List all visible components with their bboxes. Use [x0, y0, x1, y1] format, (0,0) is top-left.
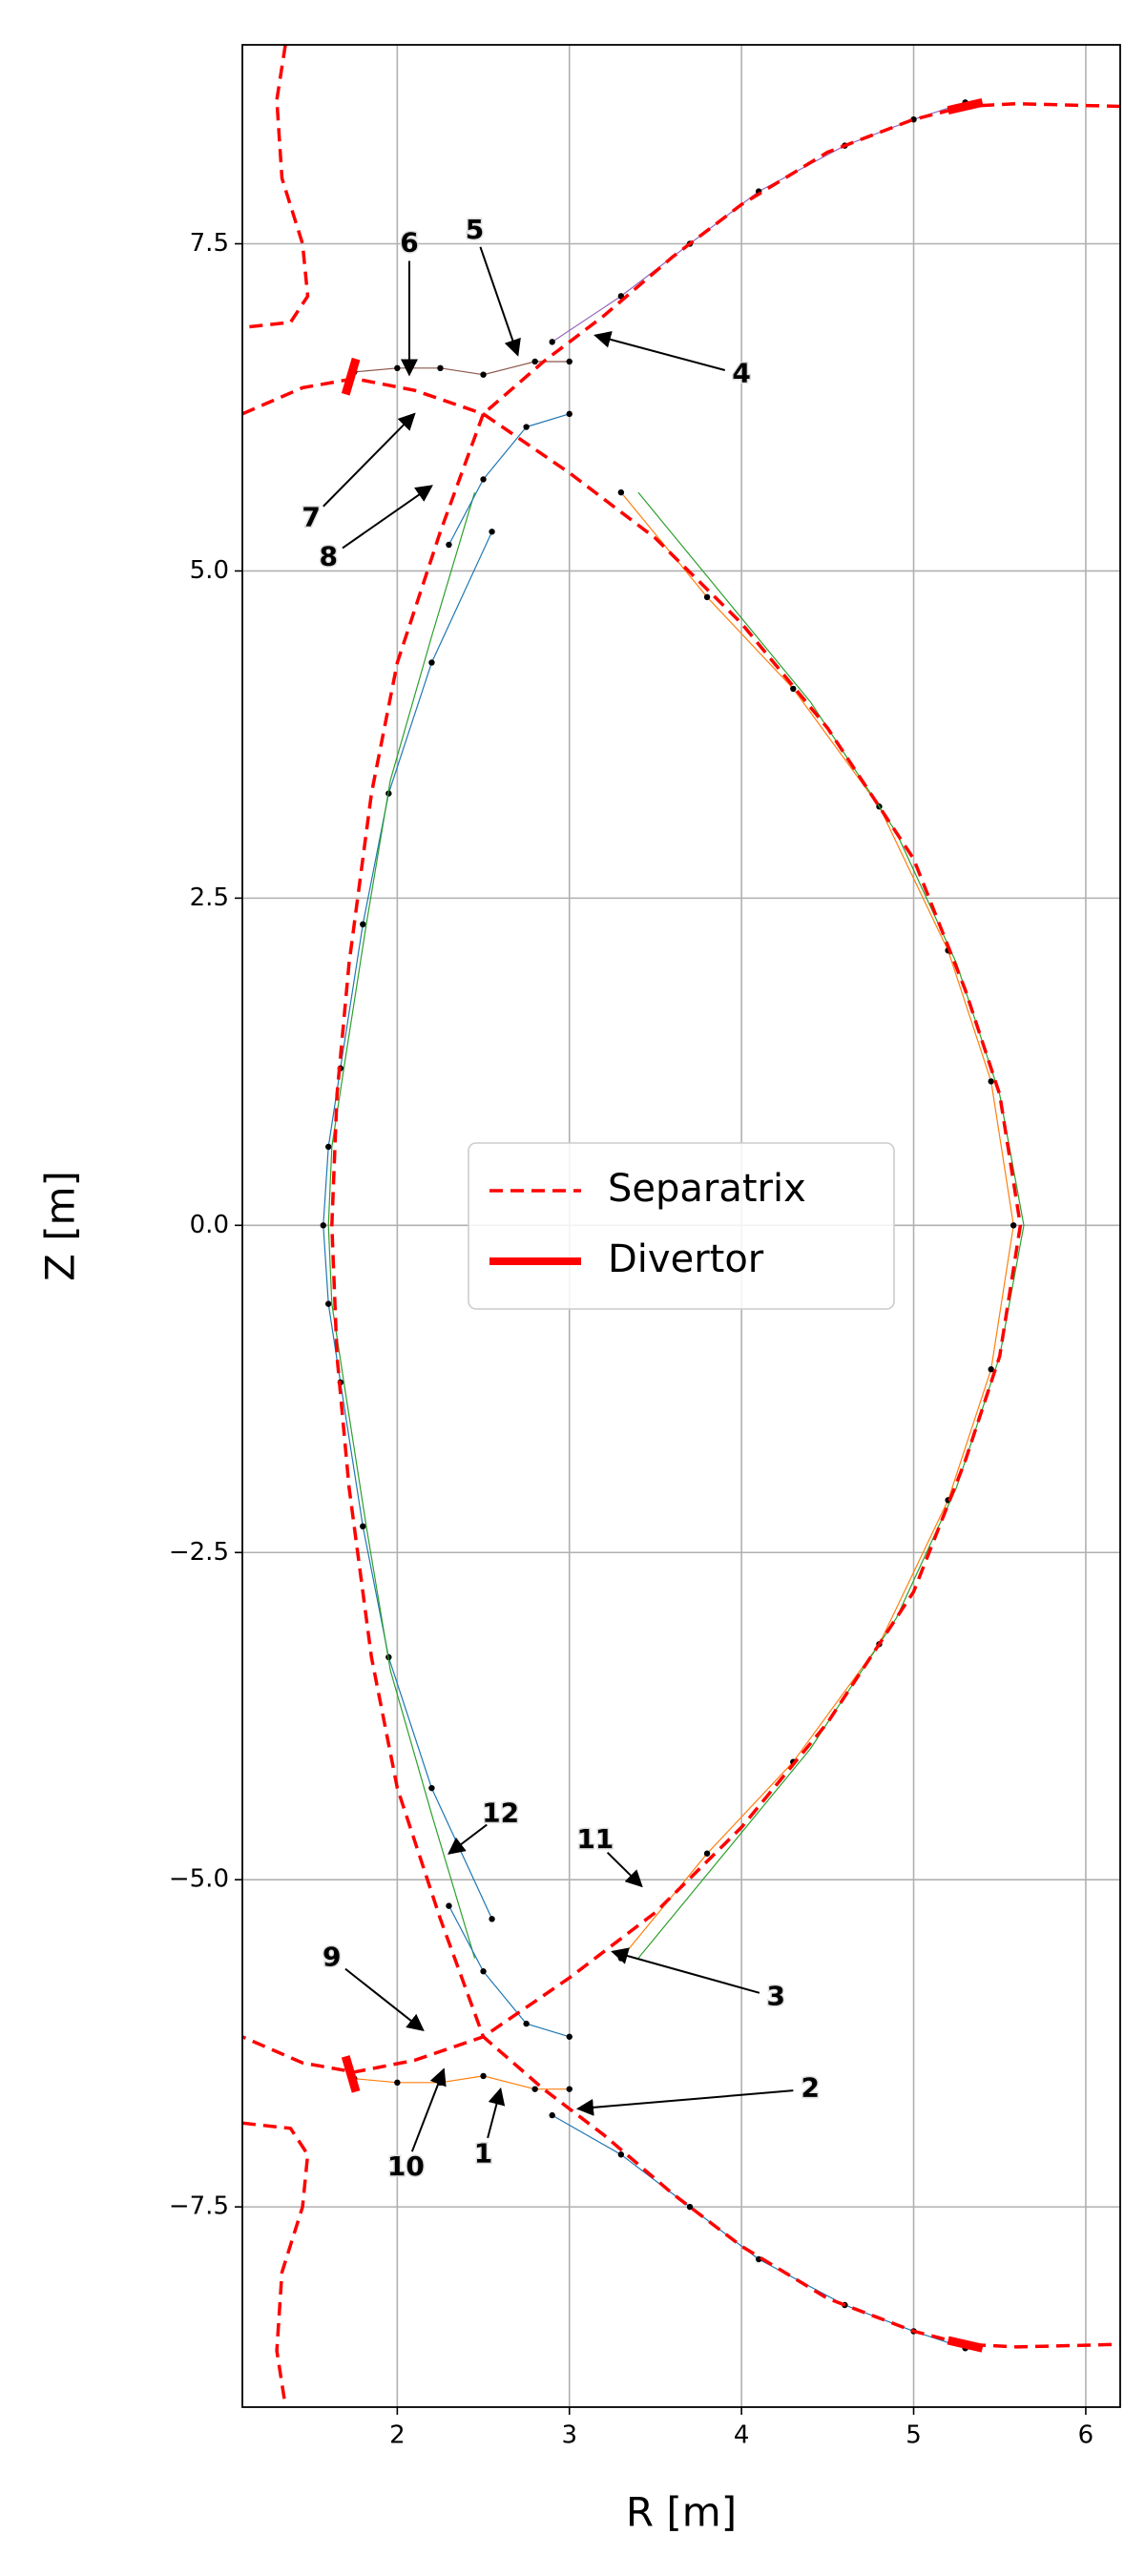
grid-point: [446, 1902, 452, 1909]
grid-point: [988, 1078, 994, 1085]
grid-point: [523, 2020, 530, 2027]
y-axis-label: Z [m]: [37, 1171, 84, 1281]
annotation-arrow: [410, 2067, 447, 2152]
grid-point: [755, 2255, 762, 2263]
grid-point: [394, 364, 401, 372]
annotation-label: 2: [802, 2072, 820, 2104]
legend-label: Divertor: [608, 1237, 764, 1281]
grid-point: [324, 1300, 332, 1307]
annotation-label: 6: [400, 227, 418, 259]
grid-point: [617, 2151, 625, 2158]
annotation-arrow: [593, 331, 726, 371]
grid-point: [686, 2203, 694, 2211]
annotation-label: 11: [576, 1823, 614, 1855]
grid-point: [394, 2079, 401, 2087]
grid-point: [489, 1916, 495, 1922]
grid-point: [360, 1523, 366, 1530]
y-tick-label: 7.5: [190, 229, 229, 258]
x-tick-label: 2: [389, 2421, 406, 2450]
y-tick-label: −5.0: [169, 1865, 229, 1894]
annotation-arrow: [487, 2087, 506, 2139]
x-tick-label: 4: [734, 2421, 750, 2450]
grid-point: [531, 2086, 538, 2092]
grid-point: [617, 1955, 625, 1962]
grid-point: [566, 2033, 572, 2040]
grid-point: [480, 476, 487, 483]
annotation-arrow: [342, 485, 433, 550]
grid-point: [617, 488, 625, 496]
annotation-label: 8: [319, 541, 337, 572]
grid-point: [480, 1968, 487, 1975]
grid-point: [446, 541, 452, 549]
grid-point: [320, 1222, 326, 1229]
annotation-arrow: [448, 1823, 488, 1855]
grid-point: [437, 364, 444, 372]
series-line: [341, 98, 984, 2353]
flux-line: [448, 413, 570, 546]
annotation-label: 4: [732, 358, 750, 389]
annotation-arrow: [344, 1967, 425, 2032]
grid-point: [1010, 1222, 1017, 1229]
x-tick-label: 6: [1078, 2421, 1094, 2450]
flux-line: [327, 491, 476, 1959]
annotation-arrow: [611, 1947, 760, 1994]
annotation-arrow: [323, 412, 416, 508]
flux-line: [354, 361, 570, 376]
annotation-label: 10: [387, 2150, 425, 2182]
y-tick-label: 2.5: [190, 883, 229, 912]
annotation-arrow: [606, 1851, 643, 1888]
grid-point: [480, 2072, 487, 2080]
grid-point: [566, 410, 572, 418]
flux-line: [354, 2075, 570, 2090]
annotation-label: 1: [474, 2137, 492, 2169]
grid-point: [988, 1366, 994, 1373]
grid-point: [549, 339, 555, 345]
flux-line: [448, 1905, 570, 2038]
legend-box: [468, 1142, 895, 1310]
annotation-label: 3: [766, 1981, 784, 2012]
y-tick-label: 5.0: [190, 556, 229, 585]
annotation-label: 7: [302, 502, 320, 533]
grid-point: [790, 685, 797, 693]
y-tick-label: −7.5: [169, 2192, 229, 2221]
grid-point: [703, 1850, 711, 1857]
y-tick-label: −2.5: [169, 1538, 229, 1567]
legend-label: Separatrix: [608, 1167, 806, 1211]
x-axis-label: R [m]: [626, 2489, 737, 2536]
x-tick-label: 3: [561, 2421, 577, 2450]
grid-point: [324, 1143, 332, 1151]
grid-point: [489, 529, 495, 535]
grid-point: [531, 358, 538, 365]
annotation-label: 9: [323, 1941, 341, 1972]
grid-point: [703, 593, 711, 601]
flux-line: [637, 491, 1025, 1959]
annotation-arrow: [575, 2089, 794, 2116]
series-line: [242, 45, 1120, 2406]
axes: 2 3 4 5 6 −7.5 −5.0 −2.5 0.0 2.5 5.0 7.5: [169, 229, 1093, 2449]
grid-point: [566, 2086, 572, 2092]
legend: Separatrix Divertor: [468, 1142, 895, 1310]
grid-point: [360, 921, 366, 928]
grid-point: [480, 371, 487, 378]
y-tick-label: 0.0: [190, 1211, 229, 1239]
annotation-label: 12: [482, 1797, 519, 1829]
annotation-arrow: [479, 246, 521, 357]
grid-point: [523, 424, 530, 430]
grid-point: [428, 659, 435, 666]
annotation-label: 5: [466, 214, 484, 245]
plot-area: [242, 45, 1120, 2406]
grid-point: [549, 2111, 555, 2119]
grid-point: [566, 358, 572, 365]
grid-point: [428, 1784, 435, 1792]
x-tick-label: 5: [906, 2421, 922, 2450]
